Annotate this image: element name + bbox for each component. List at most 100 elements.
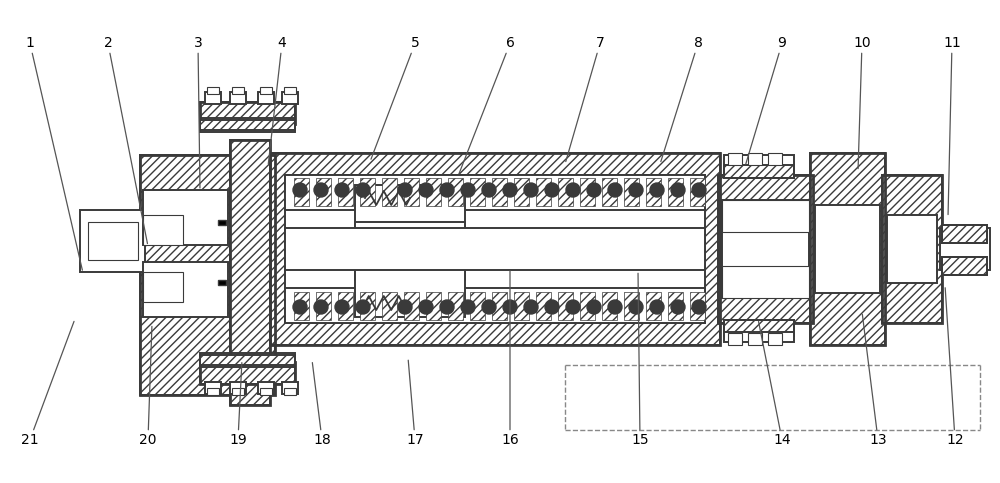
Circle shape xyxy=(545,183,559,197)
Bar xyxy=(942,225,987,243)
Bar xyxy=(624,178,639,206)
Bar xyxy=(200,118,295,132)
Circle shape xyxy=(650,300,664,314)
Text: 2: 2 xyxy=(104,37,147,243)
Bar xyxy=(360,178,375,206)
Text: 15: 15 xyxy=(631,273,649,446)
Text: 13: 13 xyxy=(862,314,887,446)
Bar xyxy=(404,178,419,206)
Circle shape xyxy=(587,300,601,314)
Bar xyxy=(270,153,720,345)
Bar xyxy=(690,178,705,206)
Bar xyxy=(940,228,990,270)
Circle shape xyxy=(524,183,538,197)
Circle shape xyxy=(629,183,643,197)
Text: 18: 18 xyxy=(312,363,331,446)
Bar xyxy=(230,92,246,104)
Bar xyxy=(768,153,782,165)
Bar xyxy=(382,292,397,320)
Bar xyxy=(882,175,942,323)
Bar xyxy=(492,292,507,320)
Circle shape xyxy=(692,300,706,314)
Bar xyxy=(200,362,295,384)
Bar xyxy=(360,292,375,320)
Circle shape xyxy=(440,300,454,314)
Circle shape xyxy=(398,183,412,197)
Circle shape xyxy=(671,183,685,197)
Bar xyxy=(80,210,145,272)
Bar xyxy=(722,200,809,232)
Text: 5: 5 xyxy=(371,37,419,159)
Circle shape xyxy=(524,300,538,314)
Circle shape xyxy=(482,300,496,314)
Circle shape xyxy=(566,183,580,197)
Bar xyxy=(143,215,183,245)
Bar xyxy=(724,320,794,336)
Circle shape xyxy=(440,183,454,197)
Text: 6: 6 xyxy=(459,37,514,174)
Bar xyxy=(718,175,813,323)
Circle shape xyxy=(419,183,433,197)
Bar xyxy=(470,292,485,320)
Bar xyxy=(646,178,661,206)
Bar xyxy=(200,362,295,384)
Bar xyxy=(724,320,794,336)
Bar xyxy=(882,175,942,323)
Bar xyxy=(285,288,705,323)
Bar xyxy=(558,292,573,320)
Bar xyxy=(942,257,987,275)
Bar xyxy=(724,162,794,178)
Circle shape xyxy=(356,300,370,314)
Bar xyxy=(200,102,295,124)
Circle shape xyxy=(545,300,559,314)
Bar xyxy=(205,92,221,104)
Bar xyxy=(143,190,228,245)
Bar xyxy=(200,120,295,130)
Text: 20: 20 xyxy=(139,327,157,446)
Text: 16: 16 xyxy=(501,271,519,446)
Circle shape xyxy=(503,300,517,314)
Bar xyxy=(218,280,226,285)
Circle shape xyxy=(398,300,412,314)
Bar xyxy=(728,153,742,165)
Bar xyxy=(768,333,782,345)
Bar xyxy=(724,155,794,165)
Circle shape xyxy=(314,183,328,197)
Bar xyxy=(580,178,595,206)
Bar xyxy=(724,332,794,342)
Bar xyxy=(404,292,419,320)
Bar xyxy=(260,388,272,395)
Bar xyxy=(646,292,661,320)
Bar xyxy=(668,178,683,206)
Bar xyxy=(448,292,463,320)
Bar xyxy=(294,178,309,206)
Bar xyxy=(728,333,742,345)
Bar xyxy=(942,257,987,275)
Bar xyxy=(748,333,762,345)
Bar xyxy=(338,178,353,206)
Bar xyxy=(748,153,762,165)
Bar xyxy=(382,178,397,206)
Text: 3: 3 xyxy=(194,37,202,188)
Bar xyxy=(602,178,617,206)
Bar xyxy=(470,178,485,206)
Bar xyxy=(143,272,183,302)
Bar xyxy=(810,153,885,345)
Circle shape xyxy=(671,300,685,314)
Bar xyxy=(282,382,298,394)
Bar xyxy=(282,92,298,104)
Bar xyxy=(218,220,226,225)
Bar xyxy=(722,266,809,298)
Circle shape xyxy=(482,183,496,197)
Text: 21: 21 xyxy=(21,321,74,446)
Bar xyxy=(258,382,274,394)
Bar xyxy=(624,292,639,320)
Text: 11: 11 xyxy=(943,37,961,214)
Bar xyxy=(718,175,813,323)
Text: 1: 1 xyxy=(26,37,82,270)
Text: 14: 14 xyxy=(759,322,791,446)
Bar xyxy=(230,140,270,405)
Circle shape xyxy=(629,300,643,314)
Bar xyxy=(815,205,880,293)
Circle shape xyxy=(650,183,664,197)
